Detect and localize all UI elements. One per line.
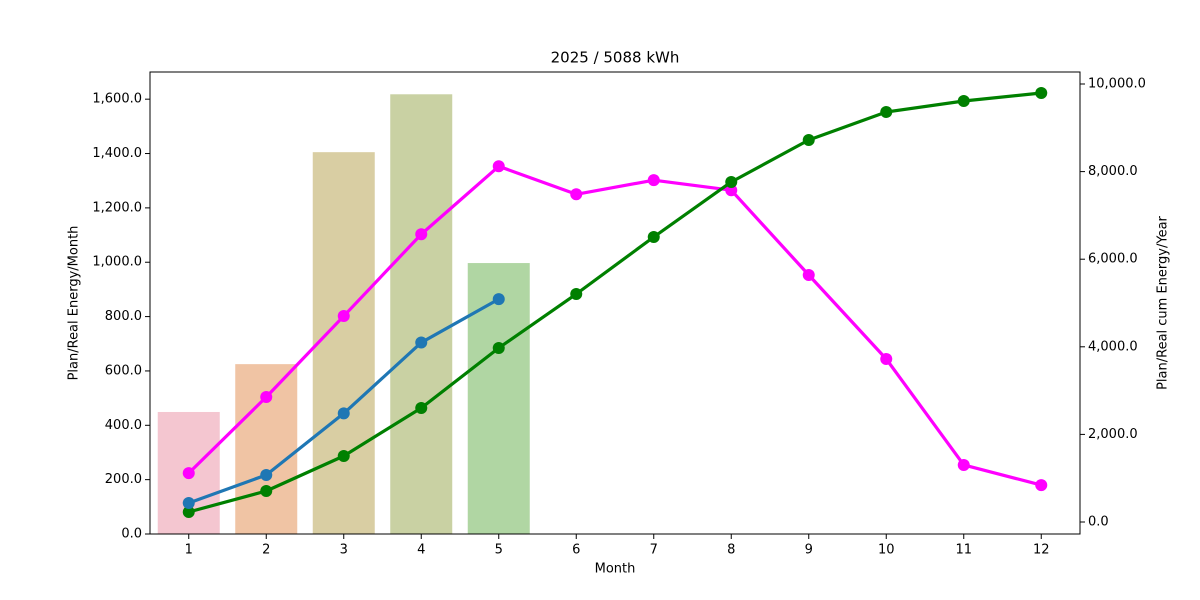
point [647, 230, 660, 243]
x-axis-label: Month [595, 562, 636, 577]
x-tick-label: 10 [878, 543, 895, 558]
y-tick-label: 200.0 [105, 472, 142, 487]
x-tick-label: 3 [340, 543, 348, 558]
x-tick-label: 4 [417, 543, 425, 558]
y2-tick-label: 8,000.0 [1088, 164, 1138, 179]
bar [390, 94, 453, 535]
y2-tick-label: 0.0 [1088, 514, 1109, 529]
point [182, 496, 195, 509]
line [188, 91, 1042, 514]
y2-tick-label: 6,000.0 [1088, 252, 1138, 267]
y-axis-label: Plan/Real Energy/Month [67, 226, 82, 381]
point [957, 458, 970, 471]
x-tick-label: 5 [495, 543, 503, 558]
y2-tick-label: 2,000.0 [1088, 427, 1138, 442]
chart-title: 2025 / 5088 kWh [551, 49, 680, 67]
bar [312, 152, 375, 534]
point [802, 134, 815, 147]
point [492, 341, 505, 354]
plot-frame [149, 71, 1081, 535]
point [1035, 86, 1048, 99]
y-tick-label: 1,000.0 [92, 255, 142, 270]
point [415, 228, 428, 241]
point [1035, 479, 1048, 492]
x-tick-label: 9 [805, 543, 813, 558]
point [802, 269, 815, 282]
point [337, 310, 350, 323]
point [260, 468, 273, 481]
point [725, 184, 738, 197]
point [725, 175, 738, 188]
point [957, 94, 970, 107]
x-tick-label: 12 [1033, 543, 1050, 558]
point [182, 467, 195, 480]
x-tick-label: 6 [572, 543, 580, 558]
point [337, 407, 350, 420]
point [182, 506, 195, 519]
y-tick-label: 400.0 [105, 418, 142, 433]
point [337, 449, 350, 462]
x-tick-label: 1 [185, 543, 193, 558]
y2-axis-label: Plan/Real cum Energy/Year [1156, 215, 1171, 389]
x-tick-label: 11 [955, 543, 972, 558]
point [570, 288, 583, 301]
y-tick-label: 800.0 [105, 309, 142, 324]
y2-tick-label: 10,000.0 [1088, 77, 1146, 92]
y-tick-label: 1,600.0 [92, 92, 142, 107]
y-tick-label: 0.0 [121, 527, 142, 542]
bar [467, 263, 530, 534]
x-tick-label: 8 [727, 543, 735, 558]
point [492, 293, 505, 306]
y-tick-label: 1,400.0 [92, 146, 142, 161]
point [570, 188, 583, 201]
point [415, 401, 428, 414]
y-tick-label: 600.0 [105, 363, 142, 378]
point [492, 160, 505, 173]
point [415, 336, 428, 349]
point [880, 105, 893, 118]
point [260, 484, 273, 497]
x-tick-label: 2 [262, 543, 270, 558]
bar [235, 364, 298, 534]
point [880, 352, 893, 365]
y2-tick-label: 4,000.0 [1088, 339, 1138, 354]
line [187, 164, 1042, 487]
y-tick-label: 1,200.0 [92, 200, 142, 215]
point [647, 174, 660, 187]
point [260, 391, 273, 404]
x-tick-label: 7 [650, 543, 658, 558]
